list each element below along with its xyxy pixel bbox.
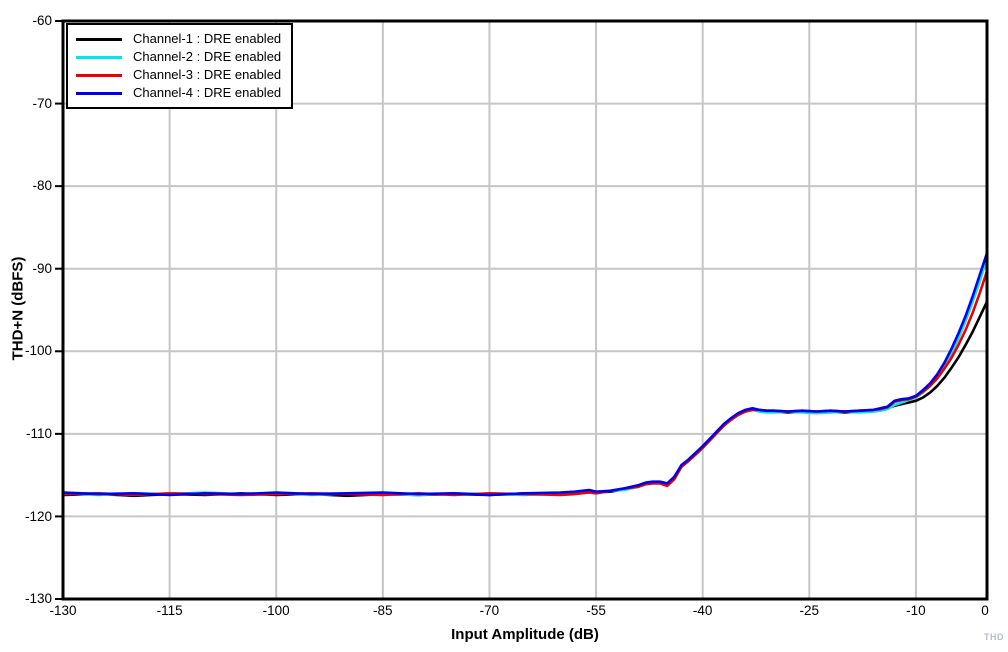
legend: Channel-1 : DRE enabled Channel-2 : DRE …: [66, 23, 294, 109]
legend-label: Channel-1 : DRE enabled: [133, 31, 282, 46]
x-axis-title: Input Amplitude (dB): [451, 626, 599, 643]
y-tick-label: -90: [32, 261, 52, 276]
watermark-text: THD: [984, 632, 1004, 642]
x-tick-label: -10: [906, 603, 926, 618]
x-tick-label: -40: [692, 603, 713, 618]
y-tick-label: -60: [32, 13, 52, 28]
x-tick-label: -85: [373, 603, 393, 618]
x-tick-label: -55: [586, 603, 606, 618]
x-tick-label: -70: [479, 603, 500, 618]
y-tick-label: -80: [32, 178, 52, 193]
y-tick-label: -130: [24, 591, 52, 606]
y-tick-label: -120: [24, 509, 52, 524]
legend-item: Channel-3 : DRE enabled: [76, 66, 281, 84]
x-tick-label: -115: [156, 603, 183, 618]
y-tick-label: -100: [24, 343, 52, 358]
x-tick-label: -25: [799, 603, 820, 618]
y-tick-label: -70: [32, 96, 52, 111]
legend-line-sample-channel-3: [76, 73, 122, 77]
y-tick-label: -110: [25, 426, 52, 441]
legend-line-sample-channel-2: [76, 55, 122, 59]
y-axis-title: THD+N (dBFS): [9, 256, 27, 361]
legend-item: Channel-1 : DRE enabled: [76, 30, 281, 48]
legend-item: Channel-2 : DRE enabled: [76, 48, 281, 66]
legend-item: Channel-4 : DRE enabled: [76, 84, 281, 102]
legend-label: Channel-3 : DRE enabled: [133, 67, 282, 82]
legend-line-sample-channel-1: [76, 37, 122, 41]
legend-label: Channel-2 : DRE enabled: [133, 49, 282, 64]
legend-label: Channel-4 : DRE enabled: [133, 85, 282, 100]
x-tick-label: -130: [49, 603, 77, 618]
x-tick-label: -100: [262, 603, 290, 618]
legend-line-sample-channel-4: [76, 91, 122, 95]
x-tick-label: 0: [981, 603, 989, 618]
